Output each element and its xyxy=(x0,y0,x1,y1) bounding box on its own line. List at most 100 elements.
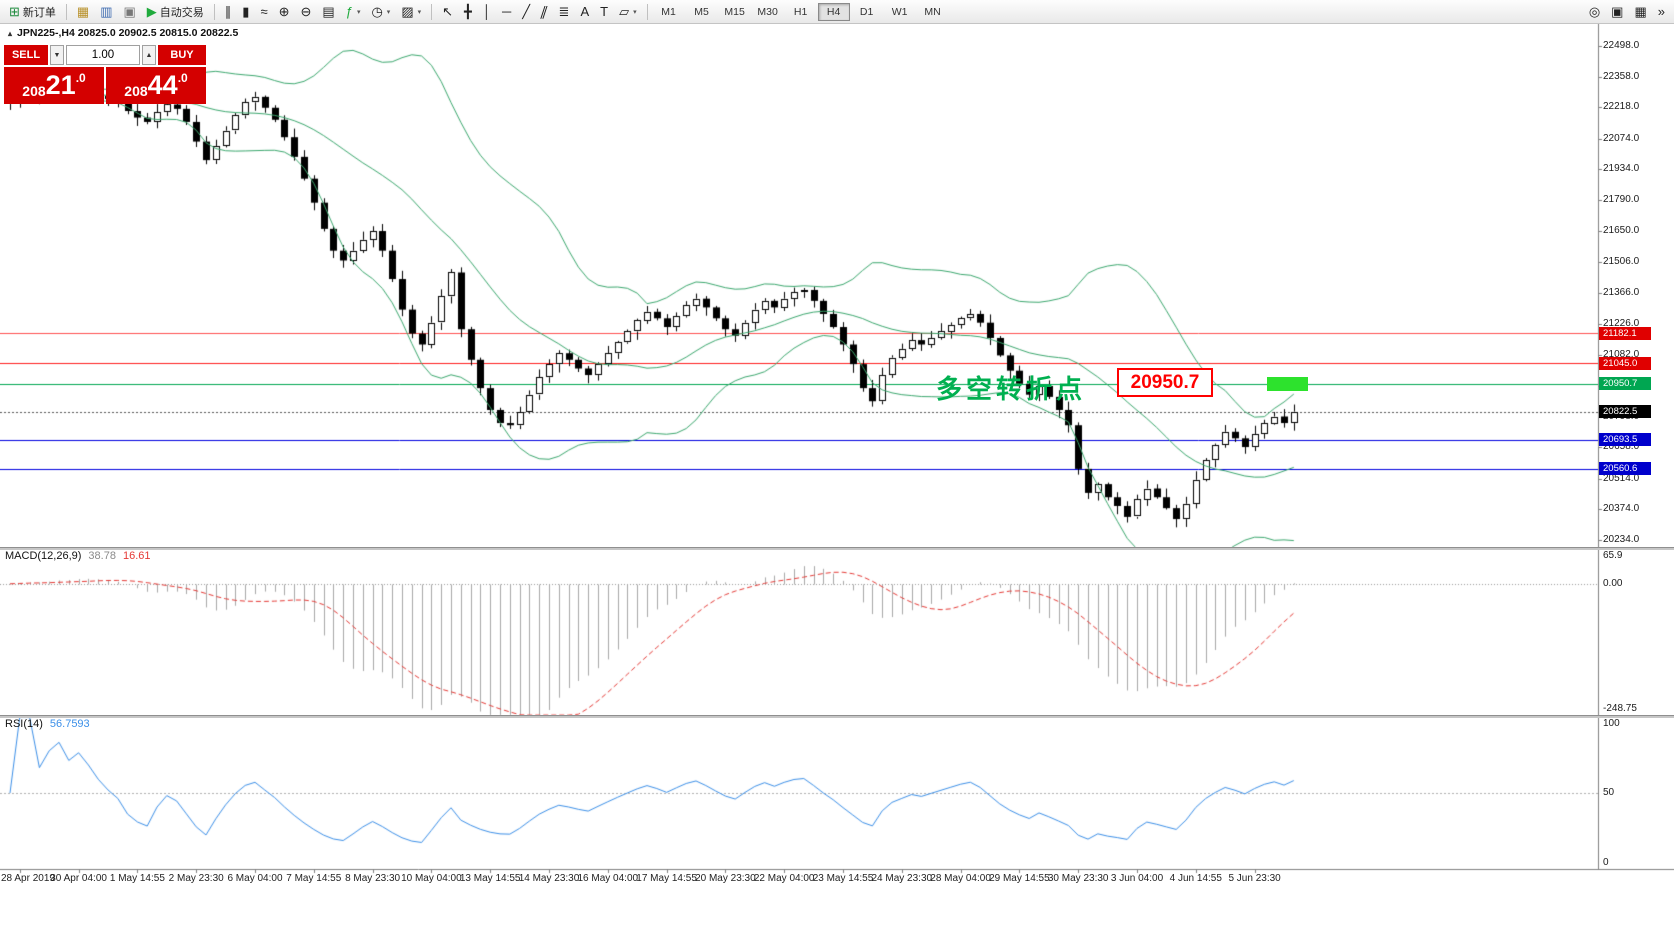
candlestick-chart-icon: ▮ xyxy=(242,4,250,19)
timeframe-button-d1[interactable]: D1 xyxy=(859,5,874,18)
bars-chart-icon: ∥ xyxy=(224,4,232,19)
sell-price-big-digits: 21 xyxy=(45,70,76,100)
rsi-indicator-label: RSI(14) 56.7593 xyxy=(5,718,90,730)
candlestick-chart-button[interactable]: ▮ xyxy=(237,0,254,24)
horizontal-line-button[interactable]: ─ xyxy=(497,0,516,24)
timeframe-button-m30[interactable]: M30 xyxy=(757,5,778,18)
market-watch-icon: ▥ xyxy=(100,4,113,19)
window-cascade-icon: ▣ xyxy=(1611,4,1624,19)
timeframe-button-h4[interactable]: H4 xyxy=(817,2,850,21)
shapes-icon: ▱ xyxy=(619,4,630,19)
toolbar-separator xyxy=(431,3,433,20)
lot-decrease-button[interactable]: ▼ xyxy=(50,45,64,65)
zoom-in-button[interactable]: ⊕ xyxy=(274,0,295,24)
periods-button[interactable]: ◷ ▾ xyxy=(366,0,395,24)
rsi-value: 56.7593 xyxy=(49,718,90,730)
text-button[interactable]: A xyxy=(575,0,594,24)
autotrading-button[interactable]: ▶ 自动交易 xyxy=(142,0,209,24)
window-tile-button[interactable]: ▦ xyxy=(1629,0,1651,24)
zoom-out-button[interactable]: ⊖ xyxy=(296,0,317,24)
zoom-in-icon: ⊕ xyxy=(278,4,290,19)
sell-price-display[interactable]: 208 21.0 xyxy=(4,67,104,104)
data-window-icon: ▣ xyxy=(123,4,136,19)
overflow-chevron-button[interactable]: » xyxy=(1653,0,1670,24)
symbol-title: ▴ JPN225-,H4 20825.0 20902.5 20815.0 208… xyxy=(8,27,238,39)
cursor-button[interactable]: ↖ xyxy=(437,0,458,24)
vertical-line-icon: │ xyxy=(482,4,491,19)
highlight-rectangle[interactable] xyxy=(1267,377,1308,391)
data-window-button[interactable]: ▣ xyxy=(119,0,141,24)
panel-splitter-rsi[interactable] xyxy=(0,715,1674,718)
search-icon: ◎ xyxy=(1588,4,1601,19)
bars-chart-button[interactable]: ∥ xyxy=(220,0,237,24)
channel-button[interactable]: ∥ xyxy=(536,0,553,24)
timeframe-button-m5[interactable]: M5 xyxy=(694,5,709,18)
timeframe-button-w1[interactable]: W1 xyxy=(891,5,908,18)
new-order-icon: ⊞ xyxy=(9,4,20,19)
shapes-button[interactable]: ▱ ▾ xyxy=(614,0,642,24)
new-order-button[interactable]: ⊞ 新订单 xyxy=(4,0,61,24)
timeframe-button-m15[interactable]: M15 xyxy=(724,5,745,18)
tile-windows-button[interactable]: ▤ xyxy=(317,0,339,24)
autotrading-icon: ▶ xyxy=(146,4,157,19)
line-chart-icon: ≈ xyxy=(260,4,268,19)
toolbar-button-label: 自动交易 xyxy=(159,6,204,19)
macd-signal-value: 16.61 xyxy=(122,550,151,562)
one-click-panel-toggle-icon[interactable]: ▴ xyxy=(8,28,13,38)
overflow-chevron-icon: » xyxy=(1657,4,1665,19)
buy-price-prefix: 208 xyxy=(124,83,148,99)
indicators-button[interactable]: ƒ ▾ xyxy=(341,0,366,24)
buy-button[interactable]: BUY xyxy=(158,45,206,65)
buy-price-display[interactable]: 208 44.0 xyxy=(106,67,206,104)
toolbar-separator xyxy=(646,3,648,20)
dropdown-caret-icon: ▾ xyxy=(356,8,361,16)
fibonacci-button[interactable]: ≣ xyxy=(554,0,575,24)
chart-canvas[interactable] xyxy=(0,24,1674,949)
timeframe-button-mn[interactable]: MN xyxy=(924,5,941,18)
trendline-icon: ╱ xyxy=(522,4,531,19)
templates-button[interactable]: ▨ ▾ xyxy=(396,0,426,24)
label-button[interactable]: T xyxy=(595,0,613,24)
dropdown-caret-icon: ▾ xyxy=(417,8,422,16)
horizontal-line-icon: ─ xyxy=(501,4,512,19)
tile-windows-icon: ▤ xyxy=(322,4,335,19)
crosshair-icon: ╋ xyxy=(464,4,472,19)
indicators-icon: ƒ xyxy=(345,4,353,19)
macd-name: MACD(12,26,9) xyxy=(5,550,82,562)
label-icon: T xyxy=(600,4,609,19)
toolbar-button-label: 新订单 xyxy=(22,6,56,19)
line-chart-button[interactable]: ≈ xyxy=(255,0,272,24)
channel-icon: ∥ xyxy=(538,4,550,19)
symbol-title-text: JPN225-,H4 20825.0 20902.5 20815.0 20822… xyxy=(17,27,239,39)
toolbar-separator xyxy=(213,3,215,20)
charts-button[interactable]: ▦ xyxy=(72,0,94,24)
fibonacci-icon: ≣ xyxy=(558,4,570,19)
crosshair-button[interactable]: ╋ xyxy=(459,0,477,24)
dropdown-caret-icon: ▾ xyxy=(633,8,637,16)
trendline-button[interactable]: ╱ xyxy=(517,0,535,24)
vertical-line-button[interactable]: │ xyxy=(478,0,496,24)
charts-icon: ▦ xyxy=(76,4,90,19)
timeframe-button-m1[interactable]: M1 xyxy=(661,5,676,18)
panel-splitter-macd[interactable] xyxy=(0,547,1674,550)
macd-indicator-label: MACD(12,26,9) 38.78 16.61 xyxy=(5,550,150,562)
price-axis[interactable] xyxy=(1598,24,1674,869)
toolbar-separator xyxy=(65,3,67,20)
sell-button[interactable]: SELL xyxy=(4,45,48,65)
time-axis[interactable] xyxy=(0,869,1674,890)
main-toolbar: ⊞ 新订单 ▦ ▥ ▣ ▶ 自动交易 ∥ ▮ ≈ ⊕ ⊖ ▤ ƒ ▾ ◷ ▾ ▨ ▾ ↖ ╋ │ ─ ╱ ∥ ≣ A T ▱ ▾ M1 M5 M… xyxy=(0,0,1674,24)
window-cascade-button[interactable]: ▣ xyxy=(1606,0,1628,24)
market-watch-button[interactable]: ▥ xyxy=(95,0,117,24)
buy-price-big-digits: 44 xyxy=(147,70,178,100)
timeframe-button-h1[interactable]: H1 xyxy=(793,5,808,18)
rsi-name: RSI(14) xyxy=(5,718,43,730)
periods-icon: ◷ xyxy=(371,4,383,19)
lot-increase-button[interactable]: ▲ xyxy=(142,45,156,65)
buy-price-decimal: .0 xyxy=(177,71,188,85)
search-button[interactable]: ◎ xyxy=(1584,0,1605,24)
lot-size-input[interactable] xyxy=(66,45,140,65)
turning-point-annotation[interactable]: 多空转折点 xyxy=(936,374,1087,404)
level-price-annotation[interactable]: 20950.7 xyxy=(1117,368,1213,397)
